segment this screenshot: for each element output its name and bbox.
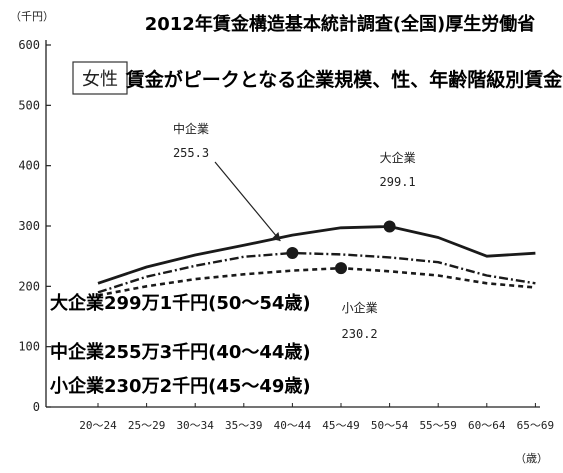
- x-tick-label: 50～54: [371, 419, 409, 432]
- peak-marker-1: [286, 246, 299, 259]
- summary-line-small: 小企業230万2千円(45～49歳): [50, 375, 311, 397]
- tag-label: 女性: [82, 69, 118, 90]
- chart-subtitle: 賃金がピークとなる企業規模、性、年齢階級別賃金: [125, 68, 563, 91]
- tag-box: [72, 61, 128, 95]
- x-tick-label: 30～34: [176, 419, 214, 432]
- y-tick-label: 600: [18, 38, 40, 52]
- annotation-arrow-line: [214, 161, 281, 242]
- y-tick-label: 0: [33, 400, 40, 414]
- peak-marker-0: [383, 220, 396, 233]
- y-tick-label: 300: [18, 219, 40, 233]
- summary-line-large: 大企業299万1千円(50～54歳): [50, 292, 311, 314]
- chart-title: 2012年賃金構造基本統計調査(全国)厚生労働省: [145, 13, 536, 35]
- series-layer: [97, 220, 536, 297]
- annotations: 大企業 299.1 中企業 255.3 小企業 230.2: [173, 121, 416, 341]
- annotation-arrow-head: [271, 231, 281, 241]
- x-tick-label: 45～49: [322, 419, 360, 432]
- x-tick-label: 40～44: [274, 419, 312, 432]
- y-tick-label: 100: [18, 340, 40, 354]
- peak-name-large: 大企業: [380, 150, 416, 165]
- series-line-0: [97, 225, 536, 285]
- peak-marker-2: [335, 262, 347, 275]
- series-line-2: [97, 266, 536, 297]
- peak-name-medium: 中企業: [173, 121, 209, 136]
- summary-line-medium: 中企業255万3千円(40～44歳): [50, 341, 311, 363]
- y-tick-label: 500: [18, 98, 40, 112]
- y-tick-label: 400: [18, 159, 40, 173]
- axes: 0 100 200 300 400 500 600 20～24 25～29 30～34 35～39 4…: [18, 38, 554, 432]
- x-tick-label: 65～69: [517, 419, 555, 432]
- x-tick-label: 55～59: [419, 419, 457, 432]
- x-tick-label: 20～24: [79, 419, 117, 432]
- series-line-1: [97, 251, 536, 294]
- x-tick-label: 60～64: [468, 419, 506, 432]
- y-unit-label: （千円）: [10, 10, 54, 23]
- peak-name-small: 小企業: [342, 300, 378, 315]
- x-tick-label: 35～39: [225, 419, 263, 432]
- peak-value-small: 230.2: [342, 327, 378, 341]
- x-unit-label: （歳）: [515, 452, 548, 465]
- peak-value-medium: 255.3: [173, 146, 209, 160]
- x-tick-label: 25～29: [128, 419, 166, 432]
- y-tick-label: 200: [18, 279, 40, 293]
- peak-value-large: 299.1: [380, 175, 416, 189]
